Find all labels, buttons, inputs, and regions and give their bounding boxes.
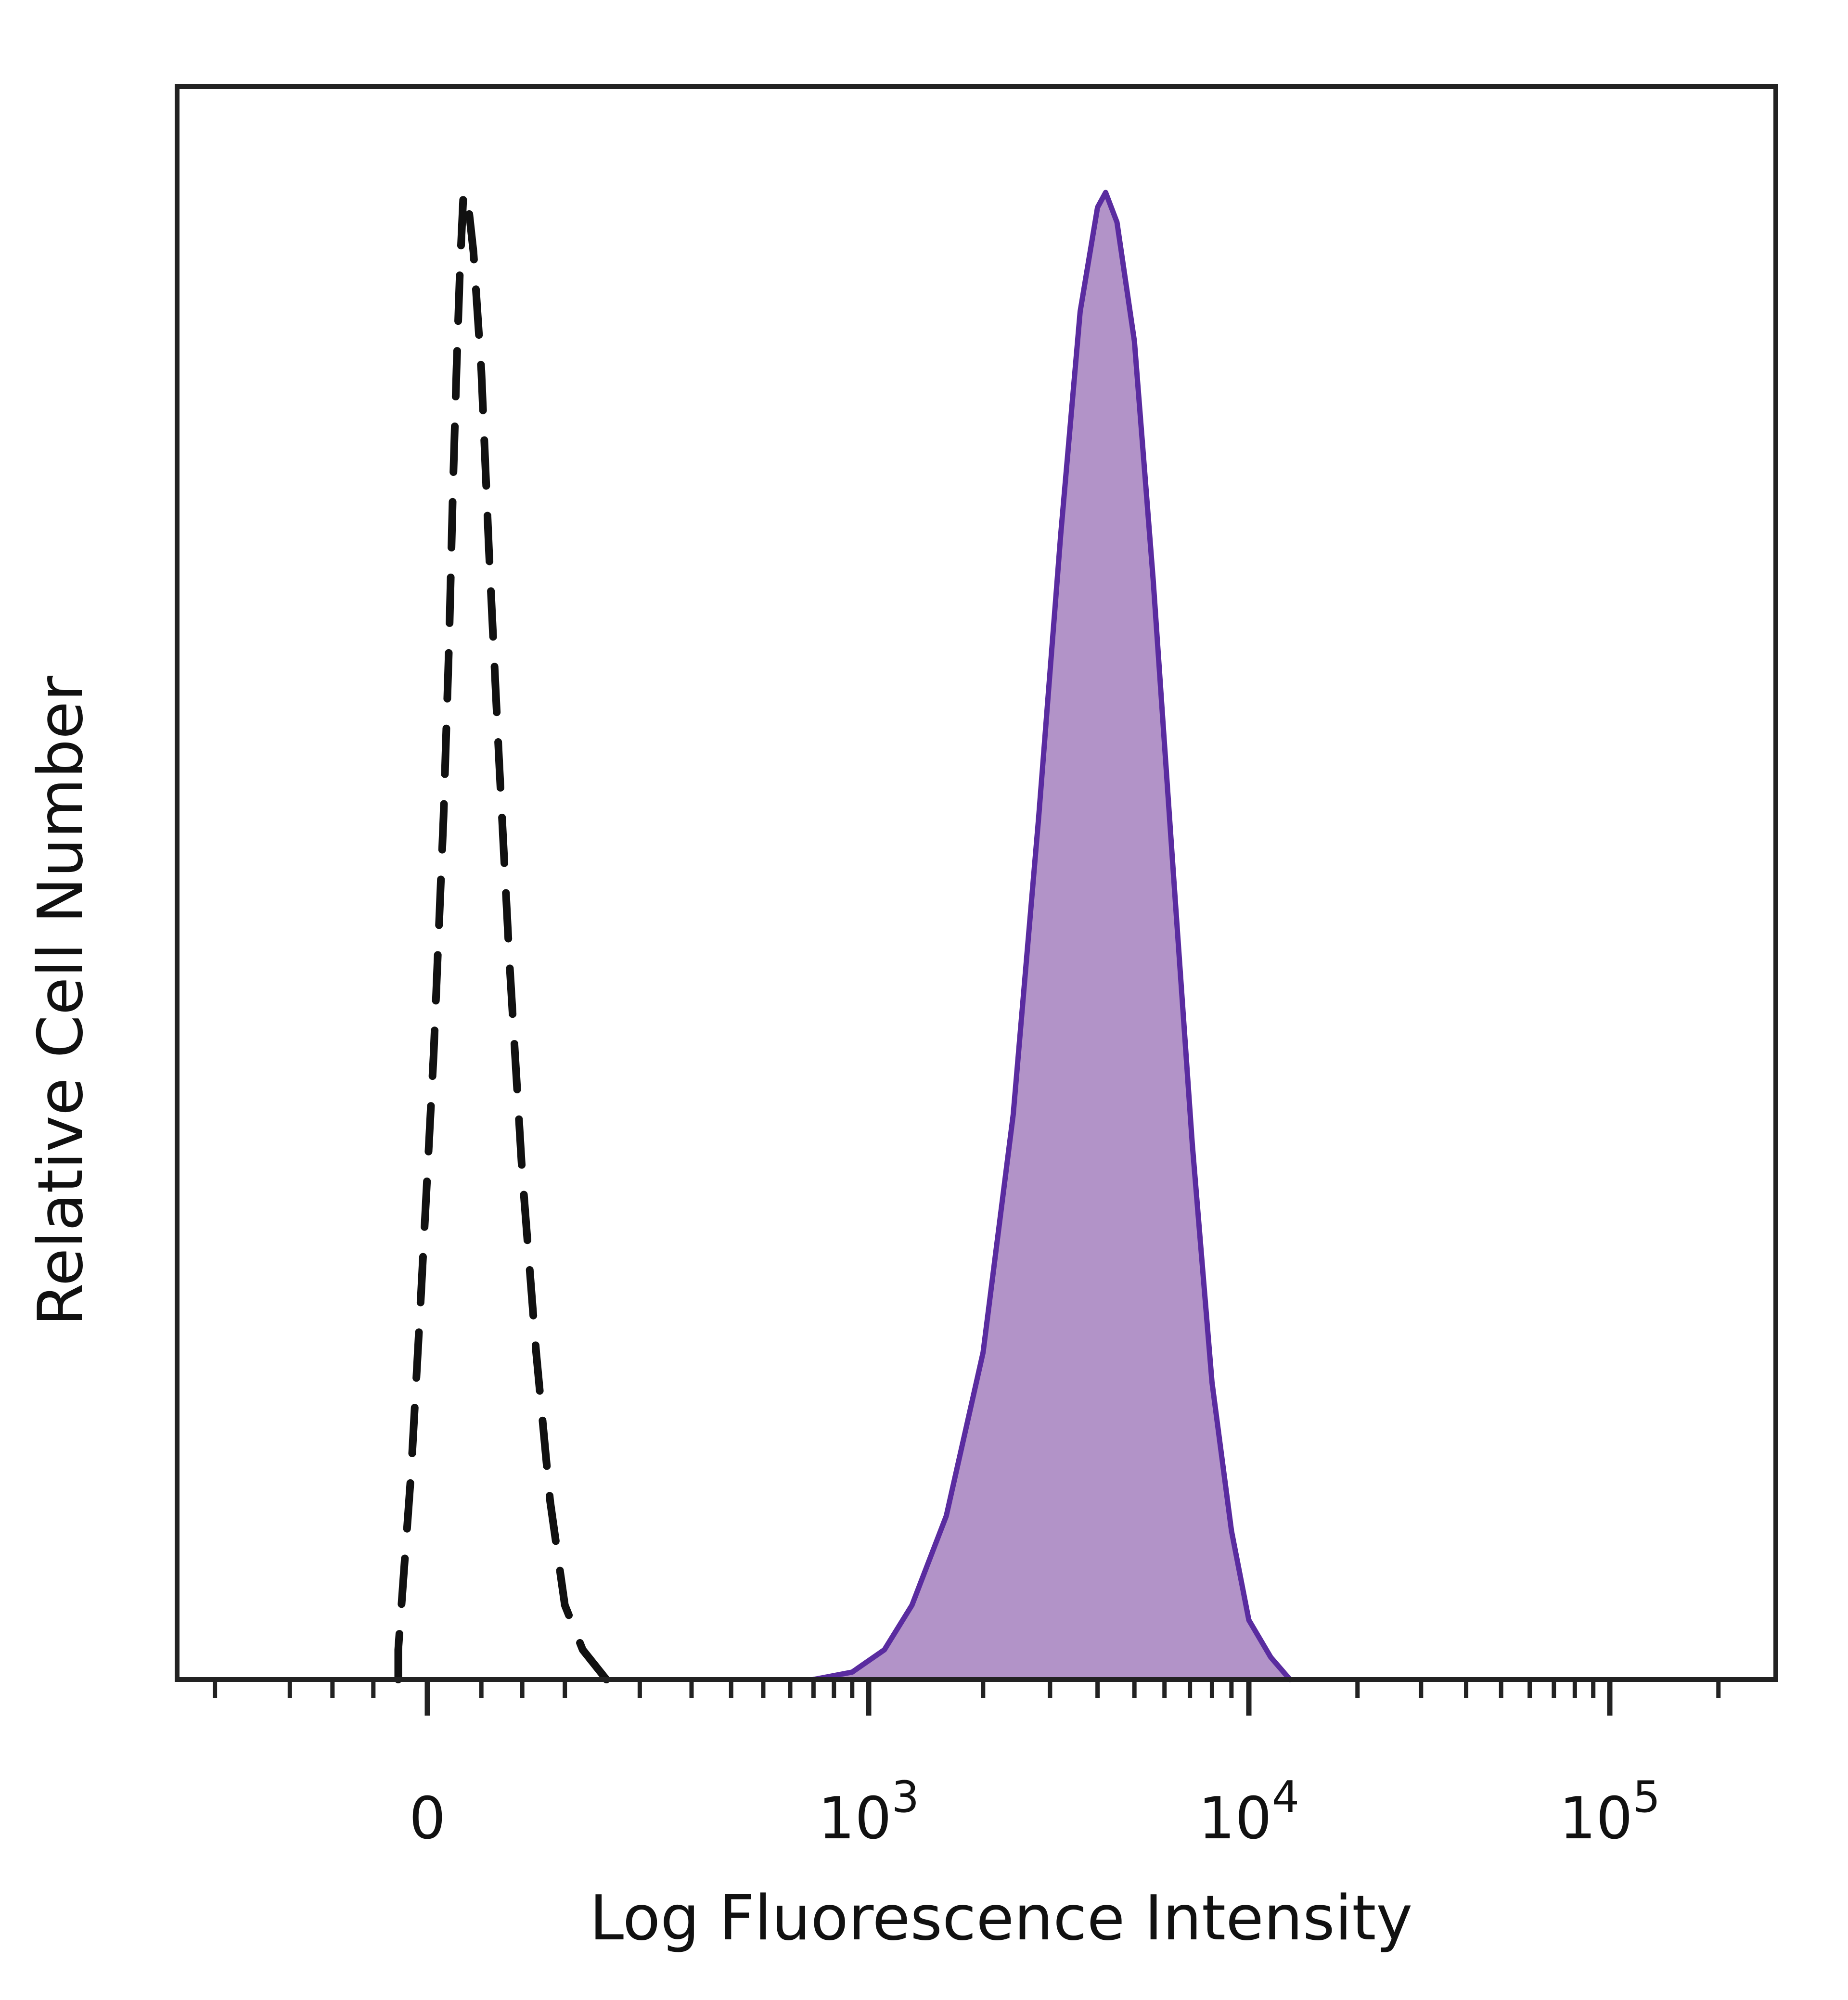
plot-frame	[175, 84, 1778, 1682]
x-axis-title: Log Fluorescence Intensity	[590, 1883, 1412, 1954]
x-tick-label-1: 103	[818, 1772, 919, 1852]
y-axis-title: Relative Cell Number	[25, 676, 97, 1326]
histogram-dashed-line-0	[394, 189, 611, 1683]
axis-layer: 0 103 104 105	[175, 84, 1778, 1852]
x-tick-label-2: 104	[1198, 1772, 1299, 1852]
histogram-fill-1	[813, 192, 1290, 1679]
plot-layer	[394, 189, 1293, 1683]
x-tick-label-3: 105	[1559, 1772, 1660, 1852]
x-tick-label-0: 0	[409, 1785, 446, 1852]
histogram-solid-line-1	[810, 190, 1293, 1682]
